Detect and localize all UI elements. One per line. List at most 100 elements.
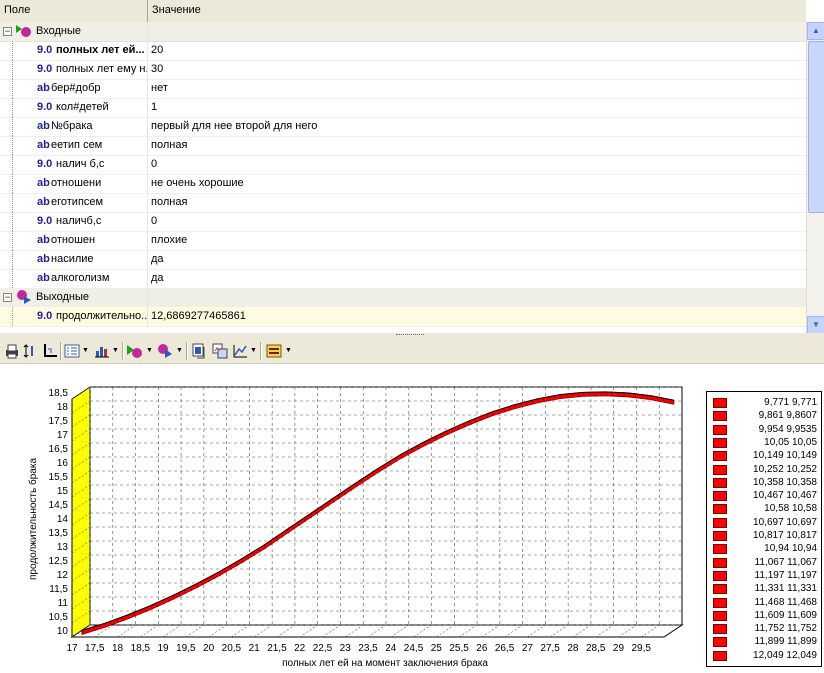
field-value[interactable]: не очень хорошие [151, 177, 244, 189]
field-row[interactable]: ab отношен плохие [0, 231, 806, 251]
series-hatch [645, 394, 648, 400]
field-name-cell[interactable]: ab отношен [0, 231, 148, 251]
field-row[interactable]: ab отношени не очень хорошие [0, 174, 806, 194]
y-tick-label: 17,5 [49, 416, 69, 427]
field-name-cell[interactable]: 9.0 налич б,с [0, 155, 148, 175]
field-value[interactable]: 0 [151, 215, 158, 227]
field-name-cell[interactable]: ab еготипсем [0, 193, 148, 213]
field-value-cell[interactable]: полная [148, 193, 806, 213]
series-hatch [531, 400, 534, 405]
field-value-cell[interactable]: 1 [148, 98, 806, 118]
chart-options-dropdown-arrow[interactable]: ▼ [250, 347, 257, 354]
field-column-header[interactable]: Поле [0, 0, 148, 22]
collapse-toggle-icon[interactable]: − [3, 292, 12, 302]
legend-dropdown-arrow[interactable]: ▼ [82, 347, 89, 354]
legend-swatch [713, 650, 727, 661]
field-name-cell[interactable]: ab насилие [0, 250, 148, 270]
field-value-cell[interactable]: не очень хорошие [148, 174, 806, 194]
series-hatch [548, 396, 551, 401]
field-name-cell[interactable]: 9.0 полных лет ей... [0, 41, 148, 61]
field-value[interactable]: да [151, 253, 164, 265]
field-value-cell[interactable]: плохие [148, 231, 806, 251]
field-name-cell[interactable]: ab алкоголизм [0, 269, 148, 289]
copy-chart-icon[interactable] [212, 343, 228, 359]
field-row[interactable]: ab еготипсем полная [0, 193, 806, 213]
field-name-cell[interactable]: 9.0 кол#детей [0, 98, 148, 118]
series-hatch [434, 436, 438, 441]
input-fields-icon[interactable] [126, 343, 144, 359]
field-value[interactable]: 30 [151, 63, 164, 75]
field-type-badge: 9.0 [37, 310, 53, 322]
collapse-toggle-icon[interactable]: − [3, 26, 12, 36]
field-value-cell[interactable]: 20 [148, 41, 806, 61]
field-value[interactable]: 0 [151, 158, 158, 170]
field-name: отношени [51, 177, 102, 189]
legend-icon[interactable] [64, 343, 80, 359]
field-value[interactable]: 20 [151, 44, 164, 56]
field-value[interactable]: первый для нее второй для него [151, 120, 318, 132]
field-name-cell[interactable]: ab еетип сем [0, 136, 148, 156]
field-value[interactable]: 1 [151, 101, 158, 113]
series-hatch [411, 448, 415, 453]
series-hatch [616, 392, 620, 397]
print-icon[interactable] [4, 343, 20, 359]
copy-data-icon[interactable] [192, 343, 208, 359]
field-value-cell[interactable]: полная [148, 136, 806, 156]
chart-type-icon[interactable] [94, 343, 110, 359]
export-metafile-icon[interactable] [266, 343, 282, 359]
field-name-cell[interactable]: ab отношени [0, 174, 148, 194]
axes-icon[interactable] [42, 343, 58, 359]
field-row[interactable]: 9.0 кол#детей 1 [0, 98, 806, 118]
field-value[interactable]: полная [151, 139, 188, 151]
field-row[interactable]: ab алкоголизм да [0, 269, 806, 289]
field-row[interactable]: 9.0 налич б,с 0 [0, 155, 806, 175]
field-value[interactable]: да [151, 272, 164, 284]
scroll-thumb[interactable] [808, 41, 824, 213]
pane-splitter[interactable] [0, 333, 824, 339]
output-fields-icon[interactable] [156, 343, 174, 359]
field-row[interactable]: ab насилие да [0, 250, 806, 270]
field-row[interactable]: 9.0 полных лет ему н... 30 [0, 60, 806, 80]
field-value-cell[interactable]: да [148, 269, 806, 289]
field-name-cell[interactable]: 9.0 продолжительно... [0, 307, 148, 327]
category-row[interactable]: − Входные [0, 22, 806, 42]
field-row[interactable]: ab бер#добр нет [0, 79, 806, 99]
field-name-cell[interactable]: ab бер#добр [0, 79, 148, 99]
field-row[interactable]: 9.0 полных лет ей... 20 [0, 41, 806, 61]
field-value[interactable]: полная [151, 196, 188, 208]
value-column-header[interactable]: Значение [152, 4, 201, 16]
splitter-grip[interactable] [396, 334, 424, 338]
field-value-cell[interactable]: 12,6869277465861 [148, 307, 806, 327]
vertical-scrollbar[interactable]: ▲ ▼ [806, 22, 824, 334]
field-value-cell[interactable]: нет [148, 79, 806, 99]
field-value-cell[interactable]: 0 [148, 212, 806, 232]
chart-type-dropdown-arrow[interactable]: ▼ [112, 347, 119, 354]
field-row[interactable]: ab №брака первый для нее второй для него [0, 117, 806, 137]
field-value-cell[interactable]: да [148, 250, 806, 270]
legend-label: 9,861 9,8607 [758, 410, 817, 422]
input-fields-dropdown-arrow[interactable]: ▼ [146, 347, 153, 354]
legend-label: 10,94 10,94 [764, 543, 817, 555]
scroll-up-button[interactable]: ▲ [807, 22, 824, 40]
field-value[interactable]: 12,6869277465861 [151, 310, 246, 322]
field-value[interactable]: плохие [151, 234, 188, 246]
series-hatch [115, 619, 119, 624]
field-name-cell[interactable]: 9.0 наличб,с [0, 212, 148, 232]
legend-swatch [713, 451, 727, 462]
y-tick-label: 13 [57, 542, 69, 553]
category-row[interactable]: − Выходные [0, 288, 806, 308]
field-row[interactable]: 9.0 продолжительно... 12,6869277465861 [0, 307, 806, 327]
chart-options-icon[interactable] [232, 343, 248, 359]
export-dropdown-arrow[interactable]: ▼ [285, 347, 292, 354]
field-name-cell[interactable]: 9.0 полных лет ему н... [0, 60, 148, 80]
field-value-cell[interactable]: первый для нее второй для него [148, 117, 806, 137]
field-name-cell[interactable]: ab №брака [0, 117, 148, 137]
auto-scale-icon[interactable] [22, 343, 38, 359]
field-value-cell[interactable]: 30 [148, 60, 806, 80]
field-row[interactable]: ab еетип сем полная [0, 136, 806, 156]
field-row[interactable]: 9.0 наличб,с 0 [0, 212, 806, 232]
scroll-down-button[interactable]: ▼ [807, 316, 824, 334]
field-value[interactable]: нет [151, 82, 168, 94]
field-value-cell[interactable]: 0 [148, 155, 806, 175]
output-fields-dropdown-arrow[interactable]: ▼ [176, 347, 183, 354]
